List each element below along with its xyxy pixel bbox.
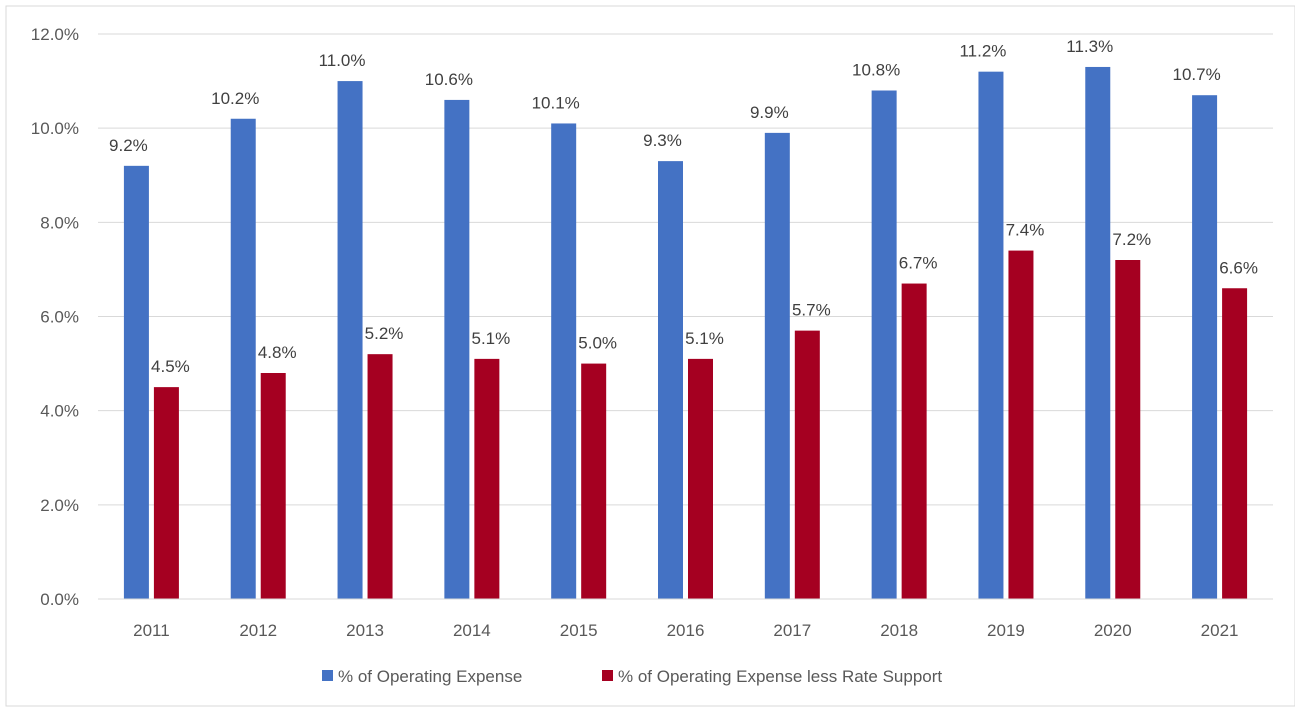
bar-series-2 bbox=[153, 387, 179, 599]
x-tick-label: 2015 bbox=[560, 621, 598, 640]
bar-series-2 bbox=[367, 354, 393, 599]
data-labels: 9.2% 4.5% 10.2% 4.8% 11.0% 5.2% 10.6% 5.1% 10.1%… bbox=[109, 37, 1258, 376]
data-label-series-1: 11.0% bbox=[319, 51, 366, 70]
data-label-series-2: 5.2% bbox=[365, 324, 404, 343]
bar-series-2 bbox=[1222, 288, 1248, 599]
data-label-series-2: 6.6% bbox=[1219, 258, 1258, 277]
legend-swatch bbox=[322, 670, 333, 681]
data-label-series-1: 10.1% bbox=[532, 93, 580, 112]
legend: % of Operating Expense % of Operating Exp… bbox=[322, 667, 942, 686]
bar-series-1 bbox=[1192, 95, 1218, 599]
data-label-series-2: 5.1% bbox=[471, 329, 510, 348]
x-tick-label: 2013 bbox=[346, 621, 384, 640]
y-axis-ticks: 0.0% 2.0% 4.0% 6.0% 8.0% 10.0% 12.0% bbox=[31, 25, 79, 609]
data-label-series-2: 4.8% bbox=[258, 343, 297, 362]
bar-series-1 bbox=[764, 132, 790, 599]
data-label-series-2: 7.2% bbox=[1112, 230, 1151, 249]
legend-swatch bbox=[602, 670, 613, 681]
y-tick-label: 12.0% bbox=[31, 25, 79, 44]
bars bbox=[123, 66, 1248, 600]
y-tick-label: 2.0% bbox=[40, 496, 79, 515]
data-label-series-1: 10.8% bbox=[852, 61, 900, 80]
x-tick-label: 2021 bbox=[1201, 621, 1239, 640]
gridlines bbox=[98, 33, 1273, 506]
data-label-series-1: 11.3% bbox=[1066, 37, 1113, 56]
bar-series-2 bbox=[688, 358, 713, 599]
bar-series-1 bbox=[123, 165, 149, 600]
x-tick-label: 2018 bbox=[880, 621, 918, 640]
data-label-series-1: 9.9% bbox=[750, 103, 789, 122]
bar-series-1 bbox=[230, 118, 256, 599]
bar-series-2 bbox=[474, 358, 500, 599]
bar-series-1 bbox=[337, 81, 363, 600]
y-tick-label: 6.0% bbox=[40, 308, 79, 327]
bar-series-1 bbox=[444, 99, 470, 600]
y-tick-label: 10.0% bbox=[31, 119, 79, 138]
bar-series-1 bbox=[1085, 66, 1111, 600]
bar-series-2 bbox=[1008, 250, 1034, 600]
bar-series-2 bbox=[794, 330, 820, 599]
x-tick-label: 2017 bbox=[773, 621, 811, 640]
data-label-series-2: 4.5% bbox=[151, 357, 190, 376]
bar-series-1 bbox=[978, 71, 1004, 599]
x-tick-label: 2012 bbox=[239, 621, 277, 640]
data-label-series-1: 9.3% bbox=[643, 131, 682, 150]
y-tick-label: 8.0% bbox=[40, 213, 79, 232]
data-label-series-2: 5.7% bbox=[792, 301, 831, 320]
data-label-series-2: 6.7% bbox=[899, 254, 938, 273]
x-tick-label: 2019 bbox=[987, 621, 1025, 640]
x-tick-label: 2014 bbox=[453, 621, 491, 640]
x-axis-ticks: 2011 2012 2013 2014 2015 2016 2017 2018 2019 2020… bbox=[133, 621, 1238, 640]
data-label-series-2: 5.0% bbox=[578, 334, 617, 353]
y-tick-label: 4.0% bbox=[40, 402, 79, 421]
legend-label: % of Operating Expense less Rate Support bbox=[618, 667, 942, 686]
y-tick-label: 0.0% bbox=[40, 590, 79, 609]
chart-border bbox=[5, 5, 1295, 707]
data-label-series-2: 5.1% bbox=[685, 329, 724, 348]
bar-series-2 bbox=[260, 373, 286, 599]
x-tick-label: 2011 bbox=[133, 621, 170, 640]
bar-series-2 bbox=[581, 363, 607, 599]
x-tick-label: 2016 bbox=[667, 621, 705, 640]
bar-series-1 bbox=[658, 161, 683, 599]
data-label-series-1: 10.2% bbox=[211, 89, 259, 108]
legend-label: % of Operating Expense bbox=[338, 667, 522, 686]
data-label-series-1: 9.2% bbox=[109, 136, 148, 155]
data-label-series-1: 10.6% bbox=[425, 70, 473, 89]
bar-series-1 bbox=[871, 90, 897, 599]
data-label-series-2: 7.4% bbox=[1006, 221, 1045, 240]
data-label-series-1: 11.2% bbox=[959, 42, 1006, 61]
bar-series-2 bbox=[1115, 260, 1141, 599]
bar-series-1 bbox=[551, 123, 577, 599]
x-tick-label: 2020 bbox=[1094, 621, 1132, 640]
bar-series-2 bbox=[901, 283, 927, 599]
data-label-series-1: 10.7% bbox=[1172, 65, 1220, 84]
